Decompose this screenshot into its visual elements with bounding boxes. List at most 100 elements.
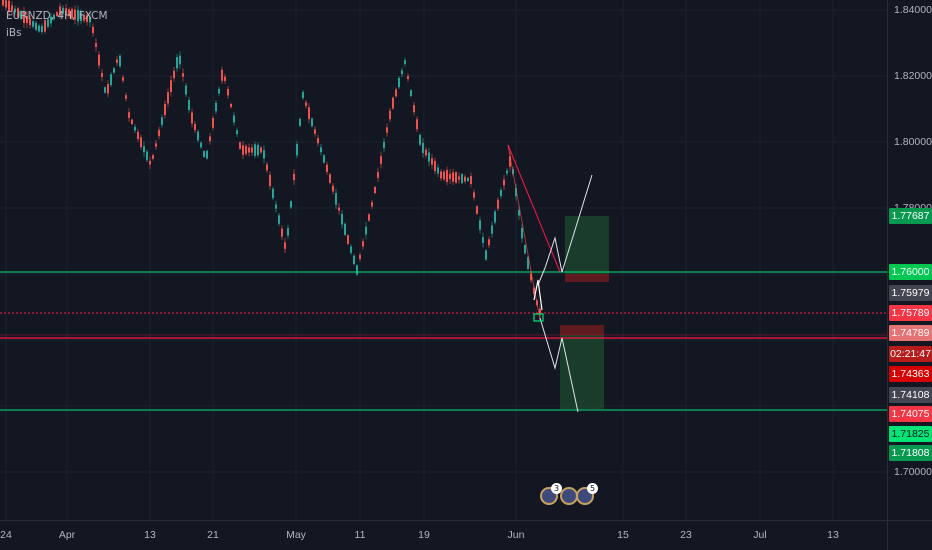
- candlesticks: [2, 0, 541, 318]
- candle-body: [2, 0, 4, 6]
- candle-body: [452, 172, 454, 182]
- candle-body: [110, 74, 112, 86]
- time-tick: Jul: [753, 529, 767, 541]
- projection-path-up[interactable]: [537, 174, 593, 286]
- price-tick: 1.82000: [894, 70, 932, 82]
- price-tag: 1.76000: [889, 264, 932, 280]
- grid-lines: [0, 0, 887, 520]
- chart-canvas[interactable]: EURNZD, 4H, FXCM iBs 3 5: [0, 0, 887, 520]
- candle-body: [539, 308, 541, 315]
- target-zone-long[interactable]: [565, 216, 609, 274]
- candle-body: [170, 80, 172, 92]
- time-tick: 15: [617, 529, 629, 541]
- candle-body: [368, 214, 370, 221]
- entry-marker[interactable]: [533, 313, 544, 322]
- candle-body: [158, 129, 160, 137]
- candle-body: [308, 107, 310, 120]
- time-tick: Jun: [507, 529, 525, 541]
- candle-body: [416, 119, 418, 130]
- candle-body: [86, 15, 88, 22]
- candle-body: [101, 72, 103, 78]
- candle-body: [500, 189, 502, 197]
- candle-body: [290, 201, 292, 208]
- candle-body: [113, 68, 115, 73]
- candle-body: [263, 150, 265, 159]
- candle-body: [275, 204, 277, 209]
- candle-body: [116, 59, 118, 63]
- candle-body: [140, 137, 142, 148]
- candle-body: [254, 144, 256, 156]
- stop-zone-long[interactable]: [565, 274, 609, 282]
- trend-line-2[interactable]: [507, 144, 541, 321]
- candle-body: [296, 144, 298, 156]
- candle-body: [530, 273, 532, 281]
- candle-body: [251, 147, 253, 153]
- wave-marker: [533, 279, 543, 311]
- candle-body: [164, 103, 166, 115]
- candle-body: [98, 54, 100, 66]
- time-scale[interactable]: 24 Apr 13 21 May 11 19 Jun 15 23 Jul 13: [0, 520, 887, 550]
- price-tag: 1.75789: [889, 305, 932, 321]
- candle-body: [341, 213, 343, 225]
- candle-body: [8, 0, 10, 12]
- candle-body: [284, 242, 286, 249]
- time-tick: 13: [827, 529, 839, 541]
- event-count-badge: 5: [587, 483, 598, 494]
- candle-body: [260, 147, 262, 153]
- price-chart[interactable]: [0, 0, 887, 520]
- candle-body: [191, 112, 193, 124]
- candle-body: [338, 207, 340, 211]
- price-tag: 1.74363: [889, 366, 932, 382]
- candle-body: [230, 103, 232, 108]
- candle-body: [197, 131, 199, 141]
- candle-body: [224, 76, 226, 82]
- time-tick: 11: [354, 529, 366, 541]
- stop-zone-short[interactable]: [560, 325, 604, 335]
- candle-body: [38, 25, 40, 32]
- candle-body: [47, 19, 49, 27]
- candle-body: [473, 192, 475, 198]
- settings-corner[interactable]: [887, 520, 932, 550]
- trend-line[interactable]: [507, 144, 561, 273]
- indicator-legend[interactable]: iBs: [6, 27, 22, 39]
- candle-body: [236, 130, 238, 135]
- candle-body: [278, 215, 280, 224]
- candle-body: [167, 92, 169, 104]
- candle-body: [320, 147, 322, 153]
- candle-body: [80, 12, 82, 22]
- price-scale[interactable]: 1.84000 1.82000 1.80000 1.78000 1.70000 …: [887, 0, 932, 520]
- candle-body: [5, 0, 7, 8]
- price-tag: 1.74075: [889, 406, 932, 422]
- candle-body: [203, 151, 205, 157]
- candle-body: [485, 250, 487, 260]
- candle-body: [410, 90, 412, 97]
- candle-body: [509, 156, 511, 167]
- candle-body: [83, 14, 85, 21]
- candle-body: [332, 185, 334, 192]
- candle-body: [437, 167, 439, 174]
- candle-body: [41, 25, 43, 33]
- candle-body: [422, 142, 424, 154]
- candle-body: [131, 119, 133, 125]
- candle-body: [32, 21, 34, 27]
- candle-body: [23, 11, 25, 23]
- candle-body: [419, 134, 421, 145]
- candle-body: [326, 164, 328, 173]
- candle-body: [218, 88, 220, 94]
- symbol-legend[interactable]: EURNZD, 4H, FXCM: [6, 10, 108, 22]
- economic-event-icon[interactable]: 5: [576, 483, 598, 505]
- candle-body: [482, 237, 484, 243]
- candle-body: [173, 70, 175, 79]
- candle-body: [428, 152, 430, 162]
- time-tick: 13: [144, 529, 156, 541]
- candle-body: [518, 209, 520, 216]
- candle-body: [185, 85, 187, 95]
- candle-body: [53, 14, 55, 20]
- candle-body: [398, 77, 400, 88]
- target-zone-short[interactable]: [560, 335, 604, 409]
- price-tick: 1.70000: [894, 466, 932, 478]
- price-tag: 1.77687: [889, 208, 932, 224]
- economic-event-icon[interactable]: 3: [540, 483, 562, 505]
- candle-body: [59, 6, 61, 16]
- projection-path-down[interactable]: [539, 317, 579, 413]
